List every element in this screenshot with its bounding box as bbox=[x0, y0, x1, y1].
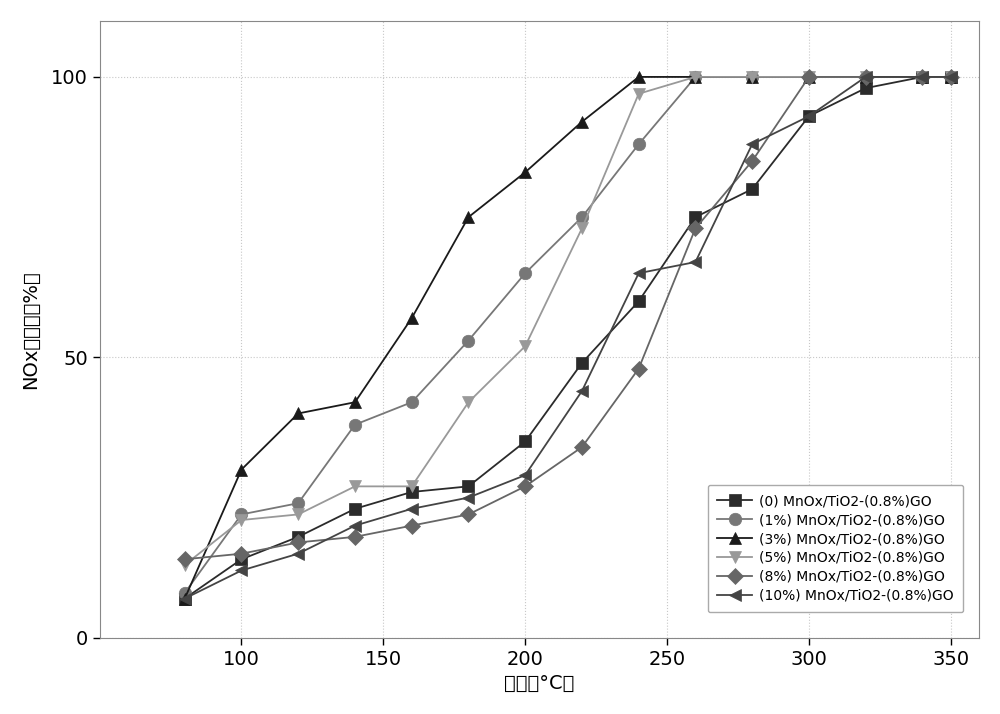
(0) MnOx/TiO2-(0.8%)GO bbox=[179, 594, 191, 603]
(10%) MnOx/TiO2-(0.8%)GO bbox=[689, 258, 701, 266]
(3%) MnOx/TiO2-(0.8%)GO bbox=[916, 73, 928, 81]
Legend: (0) MnOx/TiO2-(0.8%)GO, (1%) MnOx/TiO2-(0.8%)GO, (3%) MnOx/TiO2-(0.8%)GO, (5%) M: (0) MnOx/TiO2-(0.8%)GO, (1%) MnOx/TiO2-(… bbox=[708, 485, 963, 613]
(3%) MnOx/TiO2-(0.8%)GO bbox=[235, 466, 247, 474]
(10%) MnOx/TiO2-(0.8%)GO bbox=[406, 505, 418, 513]
(3%) MnOx/TiO2-(0.8%)GO bbox=[179, 594, 191, 603]
(1%) MnOx/TiO2-(0.8%)GO bbox=[406, 398, 418, 406]
(5%) MnOx/TiO2-(0.8%)GO bbox=[689, 73, 701, 81]
(0) MnOx/TiO2-(0.8%)GO bbox=[235, 555, 247, 563]
(5%) MnOx/TiO2-(0.8%)GO bbox=[179, 560, 191, 569]
(0) MnOx/TiO2-(0.8%)GO bbox=[916, 73, 928, 81]
(3%) MnOx/TiO2-(0.8%)GO bbox=[633, 73, 645, 81]
(10%) MnOx/TiO2-(0.8%)GO bbox=[803, 112, 815, 121]
(3%) MnOx/TiO2-(0.8%)GO bbox=[689, 73, 701, 81]
(5%) MnOx/TiO2-(0.8%)GO bbox=[462, 398, 474, 406]
(5%) MnOx/TiO2-(0.8%)GO bbox=[746, 73, 758, 81]
(3%) MnOx/TiO2-(0.8%)GO bbox=[519, 168, 531, 176]
(5%) MnOx/TiO2-(0.8%)GO bbox=[916, 73, 928, 81]
(3%) MnOx/TiO2-(0.8%)GO bbox=[803, 73, 815, 81]
(1%) MnOx/TiO2-(0.8%)GO bbox=[179, 588, 191, 597]
(5%) MnOx/TiO2-(0.8%)GO bbox=[860, 73, 872, 81]
(3%) MnOx/TiO2-(0.8%)GO bbox=[406, 314, 418, 323]
Line: (8%) MnOx/TiO2-(0.8%)GO: (8%) MnOx/TiO2-(0.8%)GO bbox=[179, 71, 956, 565]
(10%) MnOx/TiO2-(0.8%)GO bbox=[576, 387, 588, 396]
(3%) MnOx/TiO2-(0.8%)GO bbox=[746, 73, 758, 81]
(10%) MnOx/TiO2-(0.8%)GO bbox=[945, 73, 957, 81]
(8%) MnOx/TiO2-(0.8%)GO bbox=[633, 364, 645, 373]
(5%) MnOx/TiO2-(0.8%)GO bbox=[803, 73, 815, 81]
Y-axis label: NOx去除率（%）: NOx去除率（%） bbox=[21, 270, 40, 388]
(0) MnOx/TiO2-(0.8%)GO bbox=[519, 437, 531, 446]
(10%) MnOx/TiO2-(0.8%)GO bbox=[519, 471, 531, 479]
X-axis label: 温度（°C）: 温度（°C） bbox=[504, 674, 575, 693]
(8%) MnOx/TiO2-(0.8%)GO bbox=[576, 443, 588, 451]
(10%) MnOx/TiO2-(0.8%)GO bbox=[746, 140, 758, 149]
(0) MnOx/TiO2-(0.8%)GO bbox=[689, 213, 701, 221]
(8%) MnOx/TiO2-(0.8%)GO bbox=[349, 533, 361, 541]
(3%) MnOx/TiO2-(0.8%)GO bbox=[860, 73, 872, 81]
(10%) MnOx/TiO2-(0.8%)GO bbox=[916, 73, 928, 81]
(1%) MnOx/TiO2-(0.8%)GO bbox=[916, 73, 928, 81]
Line: (5%) MnOx/TiO2-(0.8%)GO: (5%) MnOx/TiO2-(0.8%)GO bbox=[178, 71, 957, 571]
(8%) MnOx/TiO2-(0.8%)GO bbox=[406, 521, 418, 530]
Line: (0) MnOx/TiO2-(0.8%)GO: (0) MnOx/TiO2-(0.8%)GO bbox=[179, 71, 956, 604]
(1%) MnOx/TiO2-(0.8%)GO bbox=[292, 499, 304, 508]
(5%) MnOx/TiO2-(0.8%)GO bbox=[945, 73, 957, 81]
(3%) MnOx/TiO2-(0.8%)GO bbox=[945, 73, 957, 81]
(1%) MnOx/TiO2-(0.8%)GO bbox=[576, 213, 588, 221]
(8%) MnOx/TiO2-(0.8%)GO bbox=[860, 73, 872, 81]
(5%) MnOx/TiO2-(0.8%)GO bbox=[633, 89, 645, 98]
Line: (3%) MnOx/TiO2-(0.8%)GO: (3%) MnOx/TiO2-(0.8%)GO bbox=[178, 71, 957, 605]
(1%) MnOx/TiO2-(0.8%)GO bbox=[746, 73, 758, 81]
(5%) MnOx/TiO2-(0.8%)GO bbox=[349, 482, 361, 491]
(1%) MnOx/TiO2-(0.8%)GO bbox=[519, 269, 531, 278]
(10%) MnOx/TiO2-(0.8%)GO bbox=[235, 566, 247, 575]
(8%) MnOx/TiO2-(0.8%)GO bbox=[945, 73, 957, 81]
(5%) MnOx/TiO2-(0.8%)GO bbox=[235, 516, 247, 524]
(8%) MnOx/TiO2-(0.8%)GO bbox=[803, 73, 815, 81]
(0) MnOx/TiO2-(0.8%)GO bbox=[746, 185, 758, 193]
(10%) MnOx/TiO2-(0.8%)GO bbox=[860, 73, 872, 81]
(10%) MnOx/TiO2-(0.8%)GO bbox=[462, 493, 474, 502]
(5%) MnOx/TiO2-(0.8%)GO bbox=[576, 224, 588, 233]
(0) MnOx/TiO2-(0.8%)GO bbox=[860, 84, 872, 92]
(0) MnOx/TiO2-(0.8%)GO bbox=[406, 488, 418, 496]
(8%) MnOx/TiO2-(0.8%)GO bbox=[746, 157, 758, 166]
(5%) MnOx/TiO2-(0.8%)GO bbox=[292, 510, 304, 518]
(8%) MnOx/TiO2-(0.8%)GO bbox=[292, 538, 304, 547]
(8%) MnOx/TiO2-(0.8%)GO bbox=[519, 482, 531, 491]
(0) MnOx/TiO2-(0.8%)GO bbox=[803, 112, 815, 121]
(8%) MnOx/TiO2-(0.8%)GO bbox=[179, 555, 191, 563]
(0) MnOx/TiO2-(0.8%)GO bbox=[462, 482, 474, 491]
(1%) MnOx/TiO2-(0.8%)GO bbox=[462, 336, 474, 345]
Line: (10%) MnOx/TiO2-(0.8%)GO: (10%) MnOx/TiO2-(0.8%)GO bbox=[178, 71, 957, 605]
(10%) MnOx/TiO2-(0.8%)GO bbox=[292, 549, 304, 558]
(0) MnOx/TiO2-(0.8%)GO bbox=[292, 533, 304, 541]
Line: (1%) MnOx/TiO2-(0.8%)GO: (1%) MnOx/TiO2-(0.8%)GO bbox=[178, 71, 957, 599]
(1%) MnOx/TiO2-(0.8%)GO bbox=[945, 73, 957, 81]
(1%) MnOx/TiO2-(0.8%)GO bbox=[860, 73, 872, 81]
(8%) MnOx/TiO2-(0.8%)GO bbox=[462, 510, 474, 518]
(1%) MnOx/TiO2-(0.8%)GO bbox=[349, 421, 361, 429]
(0) MnOx/TiO2-(0.8%)GO bbox=[945, 73, 957, 81]
(10%) MnOx/TiO2-(0.8%)GO bbox=[349, 521, 361, 530]
(1%) MnOx/TiO2-(0.8%)GO bbox=[803, 73, 815, 81]
(10%) MnOx/TiO2-(0.8%)GO bbox=[179, 594, 191, 603]
(0) MnOx/TiO2-(0.8%)GO bbox=[349, 505, 361, 513]
(3%) MnOx/TiO2-(0.8%)GO bbox=[292, 409, 304, 418]
(1%) MnOx/TiO2-(0.8%)GO bbox=[689, 73, 701, 81]
(1%) MnOx/TiO2-(0.8%)GO bbox=[633, 140, 645, 149]
(5%) MnOx/TiO2-(0.8%)GO bbox=[519, 342, 531, 351]
(0) MnOx/TiO2-(0.8%)GO bbox=[633, 297, 645, 306]
(8%) MnOx/TiO2-(0.8%)GO bbox=[916, 73, 928, 81]
(8%) MnOx/TiO2-(0.8%)GO bbox=[235, 549, 247, 558]
(1%) MnOx/TiO2-(0.8%)GO bbox=[235, 510, 247, 518]
(10%) MnOx/TiO2-(0.8%)GO bbox=[633, 269, 645, 278]
(5%) MnOx/TiO2-(0.8%)GO bbox=[406, 482, 418, 491]
(0) MnOx/TiO2-(0.8%)GO bbox=[576, 358, 588, 367]
(3%) MnOx/TiO2-(0.8%)GO bbox=[349, 398, 361, 406]
(8%) MnOx/TiO2-(0.8%)GO bbox=[689, 224, 701, 233]
(3%) MnOx/TiO2-(0.8%)GO bbox=[462, 213, 474, 221]
(3%) MnOx/TiO2-(0.8%)GO bbox=[576, 118, 588, 126]
